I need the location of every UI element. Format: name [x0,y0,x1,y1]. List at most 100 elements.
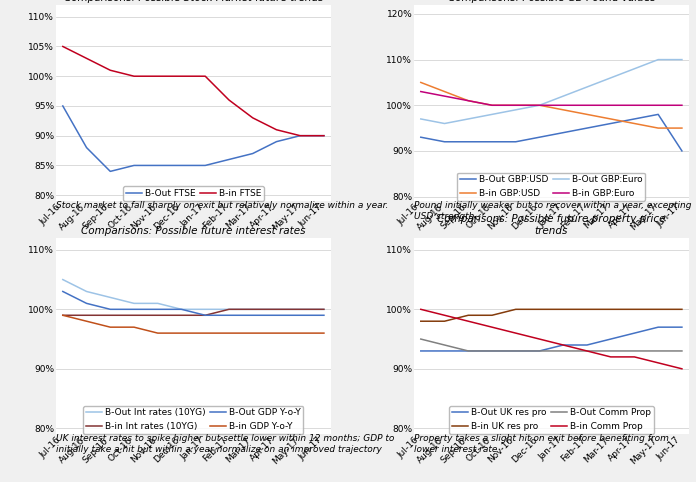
B-Out FTSE [248,151,257,157]
B-in GBP:Euro [488,102,496,108]
B-Out Int rates (10YG) [130,300,139,306]
B-Out GDP Y-o-Y [177,307,186,312]
B-in GDP Y-o-Y [201,330,209,336]
B-in UK res pro [464,312,473,318]
B-Out GBP:USD [654,111,663,117]
B-Out GDP Y-o-Y [225,312,233,318]
B-in Int rates (10YG) [58,312,67,318]
B-in Comm Prop [559,342,567,348]
B-in GBP:USD [654,125,663,131]
B-Out UK res pro [559,342,567,348]
B-Out GBP:Euro [654,57,663,63]
B-Out Comm Prop [606,348,615,354]
B-Out GDP Y-o-Y [58,289,67,295]
B-Out UK res pro [417,348,425,354]
B-in Comm Prop [631,354,639,360]
B-Out FTSE [106,169,114,174]
B-Out FTSE [177,162,186,168]
B-in GBP:USD [512,102,520,108]
B-in Comm Prop [678,366,686,372]
B-in GDP Y-o-Y [225,330,233,336]
B-Out FTSE [154,162,162,168]
Line: B-Out FTSE: B-Out FTSE [63,106,324,172]
B-in UK res pro [535,307,544,312]
Line: B-in GDP Y-o-Y: B-in GDP Y-o-Y [63,315,324,333]
Text: Stock market to fall sharply on exit but relatively normalize within a year.: Stock market to fall sharply on exit but… [56,201,388,210]
B-in GBP:USD [488,102,496,108]
B-in Int rates (10YG) [248,307,257,312]
B-in GDP Y-o-Y [296,330,304,336]
B-in UK res pro [417,318,425,324]
Line: B-Out GDP Y-o-Y: B-Out GDP Y-o-Y [63,292,324,315]
B-in GDP Y-o-Y [272,330,280,336]
B-Out Comm Prop [559,348,567,354]
B-Out Int rates (10YG) [177,307,186,312]
B-in Comm Prop [606,354,615,360]
B-Out FTSE [272,139,280,145]
B-Out GBP:USD [583,125,591,131]
B-in FTSE [296,133,304,139]
B-in UK res pro [441,318,449,324]
B-Out GDP Y-o-Y [82,300,90,306]
B-Out GBP:Euro [559,93,567,99]
Line: B-in Comm Prop: B-in Comm Prop [421,309,682,369]
B-in Int rates (10YG) [82,312,90,318]
B-in FTSE [58,43,67,49]
Line: B-in UK res pro: B-in UK res pro [421,309,682,321]
B-Out FTSE [58,103,67,109]
B-in GBP:Euro [441,93,449,99]
B-in FTSE [106,67,114,73]
B-in GBP:Euro [512,102,520,108]
B-in GBP:Euro [535,102,544,108]
B-Out Int rates (10YG) [82,289,90,295]
B-Out GBP:Euro [441,120,449,126]
B-in Comm Prop [535,336,544,342]
B-in GBP:Euro [678,102,686,108]
Legend: B-Out FTSE, B-in FTSE: B-Out FTSE, B-in FTSE [123,186,264,201]
B-in Int rates (10YG) [201,312,209,318]
Text: Property takes a slight hit on exit before benefiting from lower interest rate: Property takes a slight hit on exit befo… [413,434,669,454]
B-in GDP Y-o-Y [82,318,90,324]
B-Out UK res pro [606,336,615,342]
B-Out GBP:Euro [583,84,591,90]
B-Out GDP Y-o-Y [201,312,209,318]
B-in GDP Y-o-Y [248,330,257,336]
Title: Comparisons: Possible future property price
trends: Comparisons: Possible future property pr… [437,214,665,236]
B-Out GBP:Euro [606,75,615,81]
B-in FTSE [272,127,280,133]
B-in Int rates (10YG) [319,307,328,312]
B-Out Comm Prop [464,348,473,354]
B-Out GDP Y-o-Y [154,307,162,312]
B-Out Int rates (10YG) [106,295,114,300]
B-in Comm Prop [488,324,496,330]
B-in UK res pro [654,307,663,312]
B-Out GBP:USD [512,139,520,145]
B-in GBP:USD [535,102,544,108]
B-in GBP:Euro [606,102,615,108]
B-Out FTSE [82,145,90,150]
B-in GBP:USD [583,111,591,117]
B-in GDP Y-o-Y [130,324,139,330]
B-Out GBP:Euro [417,116,425,122]
B-Out UK res pro [535,348,544,354]
Line: B-in GBP:Euro: B-in GBP:Euro [421,92,682,105]
B-in UK res pro [559,307,567,312]
B-Out Comm Prop [678,348,686,354]
B-Out GBP:USD [535,134,544,140]
B-Out GBP:USD [488,139,496,145]
Line: B-in GBP:USD: B-in GBP:USD [421,82,682,128]
B-Out UK res pro [631,330,639,336]
B-Out FTSE [296,133,304,139]
Legend: B-Out Int rates (10YG), B-in Int rates (10YG), B-Out GDP Y-o-Y, B-in GDP Y-o-Y: B-Out Int rates (10YG), B-in Int rates (… [84,406,303,434]
Line: B-Out Int rates (10YG): B-Out Int rates (10YG) [63,280,324,309]
B-in GBP:Euro [417,89,425,94]
B-in GBP:USD [606,116,615,122]
B-Out UK res pro [441,348,449,354]
B-Out Comm Prop [441,342,449,348]
Line: B-Out GBP:Euro: B-Out GBP:Euro [421,60,682,123]
B-Out GBP:USD [559,130,567,135]
B-Out Int rates (10YG) [272,307,280,312]
Line: B-in FTSE: B-in FTSE [63,46,324,136]
Title: Comparisons: Possible future interest rates: Comparisons: Possible future interest ra… [81,226,306,236]
B-Out GDP Y-o-Y [106,307,114,312]
